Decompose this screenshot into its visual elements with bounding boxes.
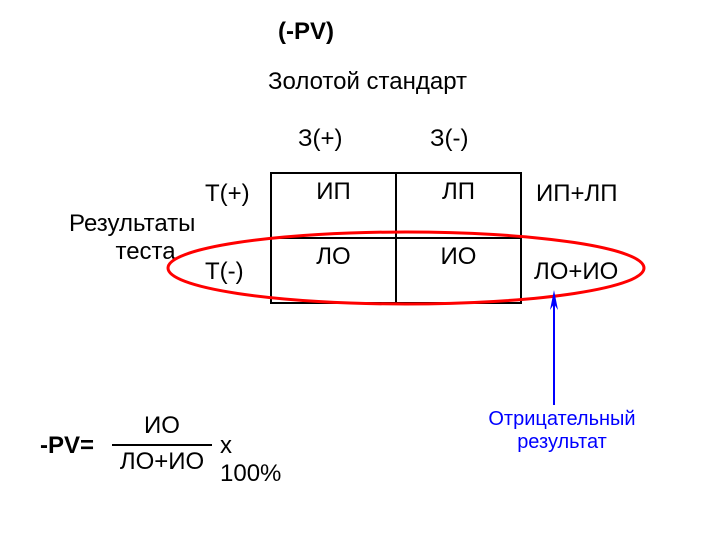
gold-standard-label: Золотой стандарт xyxy=(268,68,467,96)
cell-fn-text: ЛО xyxy=(316,243,350,270)
column-header-negative: З(-) xyxy=(430,125,468,153)
table-row: ЛО ИО xyxy=(271,238,521,303)
row-header-positive: Т(+) xyxy=(205,180,250,208)
formula-numerator: ИО xyxy=(112,412,212,440)
formula-multiplier: x 100% xyxy=(220,432,300,488)
cell-fp-text: ЛП xyxy=(442,178,475,205)
cell-fn: ЛО xyxy=(271,238,396,303)
cell-tp-text: ИП xyxy=(316,178,351,205)
negative-result-annotation: Отрицательный результат xyxy=(462,408,662,454)
test-results-label: Результаты теста xyxy=(69,210,195,266)
row-total-negative: ЛО+ИО xyxy=(534,258,618,286)
title: (-PV) xyxy=(278,18,334,46)
cell-tn-text: ИО xyxy=(441,243,477,270)
confusion-table: ИП ЛП ЛО ИО xyxy=(270,172,522,304)
cell-fp: ЛП xyxy=(396,173,521,238)
row-header-negative: Т(-) xyxy=(205,258,244,286)
table-row: ИП ЛП xyxy=(271,173,521,238)
formula-bar xyxy=(112,444,212,446)
row-total-positive: ИП+ЛП xyxy=(536,180,618,208)
cell-tp: ИП xyxy=(271,173,396,238)
diagram-stage: (-PV) Золотой стандарт З(+) З(-) Т(+) Т(… xyxy=(0,0,720,540)
column-header-positive: З(+) xyxy=(298,125,343,153)
formula-denominator: ЛО+ИО xyxy=(112,448,212,476)
npv-formula: -PV= ИО ЛО+ИО x 100% xyxy=(40,410,300,480)
formula-label: -PV= xyxy=(40,432,94,460)
cell-tn: ИО xyxy=(396,238,521,303)
